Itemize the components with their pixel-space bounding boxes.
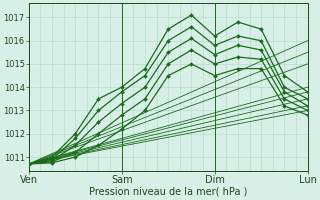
X-axis label: Pression niveau de la mer( hPa ): Pression niveau de la mer( hPa ) bbox=[89, 187, 247, 197]
